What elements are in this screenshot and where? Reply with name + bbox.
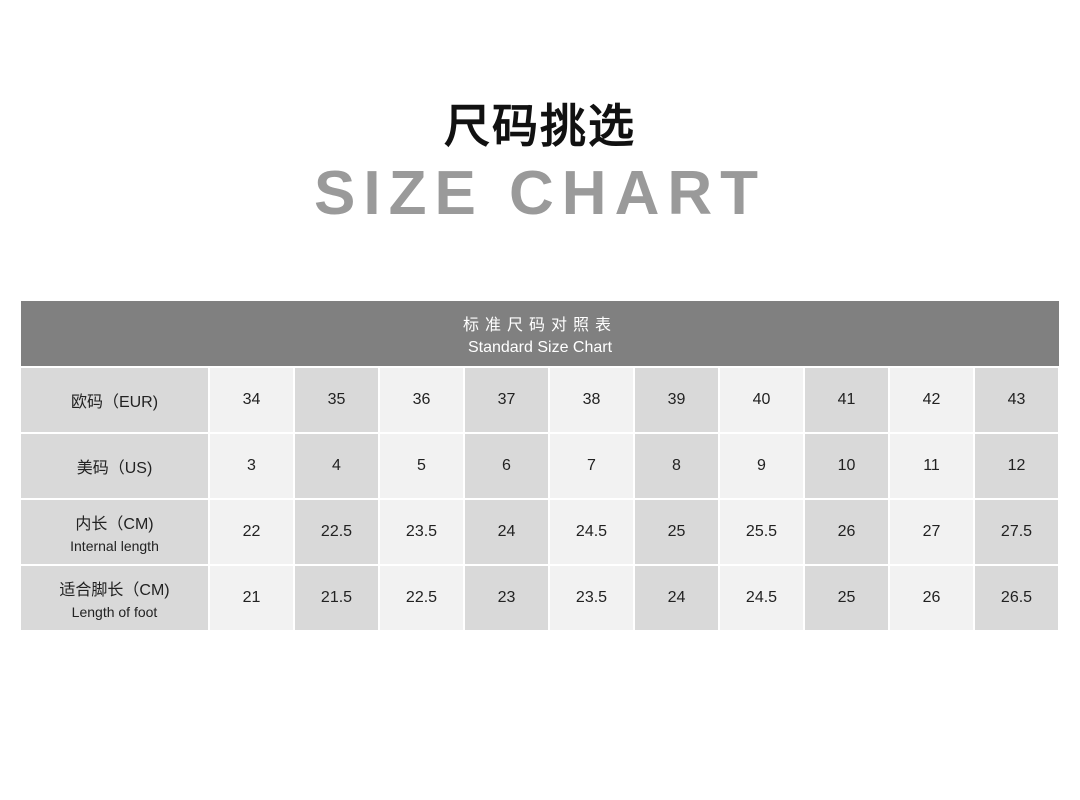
table-cell: 41 (803, 368, 888, 432)
row-label: 欧码（EUR) (21, 368, 208, 432)
row-label-text: 美码（US) (76, 460, 153, 477)
table-cell: 42 (888, 368, 973, 432)
table-cell: 8 (633, 434, 718, 498)
table-row: 内长（CM) Internal length 22 22.5 23.5 24 24.5 25 2… (21, 498, 1059, 564)
table-row: 美码（US) 3 4 5 6 7 8 9 10 11 12 (21, 432, 1059, 498)
page-subtitle: SIZE CHART (314, 159, 766, 228)
table-cell: 27 (888, 500, 973, 564)
table-cell: 4 (293, 434, 378, 498)
table-cell: 9 (718, 434, 803, 498)
table-cell: 26.5 (973, 566, 1058, 630)
table-cell: 23 (463, 566, 548, 630)
row-sublabel: Internal length (70, 538, 159, 554)
table-cell: 3 (208, 434, 293, 498)
table-header: 标准尺码对照表 Standard Size Chart (21, 301, 1059, 366)
row-label-text: 适合脚长（CM) (59, 582, 170, 599)
row-sublabel: Length of foot (71, 604, 158, 620)
table-cell: 7 (548, 434, 633, 498)
table-cell: 35 (293, 368, 378, 432)
table-cell: 26 (888, 566, 973, 630)
table-row: 欧码（EUR) 34 35 36 37 38 39 40 41 42 43 (21, 366, 1059, 432)
table-cell: 25 (633, 500, 718, 564)
page-title: 尺码挑选 (444, 100, 636, 152)
table-cell: 21.5 (293, 566, 378, 630)
table-cell: 22.5 (293, 500, 378, 564)
table-cell: 38 (548, 368, 633, 432)
row-label: 内长（CM) Internal length (21, 500, 208, 564)
table-cell: 36 (378, 368, 463, 432)
table-cell: 23.5 (378, 500, 463, 564)
table-cell: 24 (633, 566, 718, 630)
table-cell: 11 (888, 434, 973, 498)
table-cell: 6 (463, 434, 548, 498)
size-chart-table: 标准尺码对照表 Standard Size Chart 欧码（EUR) 34 35 3… (21, 301, 1059, 630)
row-label: 美码（US) (21, 434, 208, 498)
table-cell: 39 (633, 368, 718, 432)
table-cell: 5 (378, 434, 463, 498)
row-label: 适合脚长（CM) Length of foot (21, 566, 208, 630)
row-label-text: 内长（CM) (75, 516, 154, 533)
table-cell: 37 (463, 368, 548, 432)
row-label-text: 欧码（EUR) (70, 394, 159, 411)
table-cell: 40 (718, 368, 803, 432)
table-cell: 26 (803, 500, 888, 564)
table-cell: 10 (803, 434, 888, 498)
table-cell: 24.5 (718, 566, 803, 630)
table-cell: 43 (973, 368, 1058, 432)
table-cell: 12 (973, 434, 1058, 498)
table-row: 适合脚长（CM) Length of foot 21 21.5 22.5 23 23.5 24… (21, 564, 1059, 630)
table-cell: 27.5 (973, 500, 1058, 564)
table-cell: 25.5 (718, 500, 803, 564)
table-cell: 21 (208, 566, 293, 630)
table-cell: 23.5 (548, 566, 633, 630)
table-cell: 22 (208, 500, 293, 564)
table-cell: 34 (208, 368, 293, 432)
table-cell: 24.5 (548, 500, 633, 564)
table-cell: 25 (803, 566, 888, 630)
table-cell: 24 (463, 500, 548, 564)
table-header-en: Standard Size Chart (467, 338, 613, 356)
table-header-cn: 标准尺码对照表 (462, 316, 617, 334)
table-cell: 22.5 (378, 566, 463, 630)
